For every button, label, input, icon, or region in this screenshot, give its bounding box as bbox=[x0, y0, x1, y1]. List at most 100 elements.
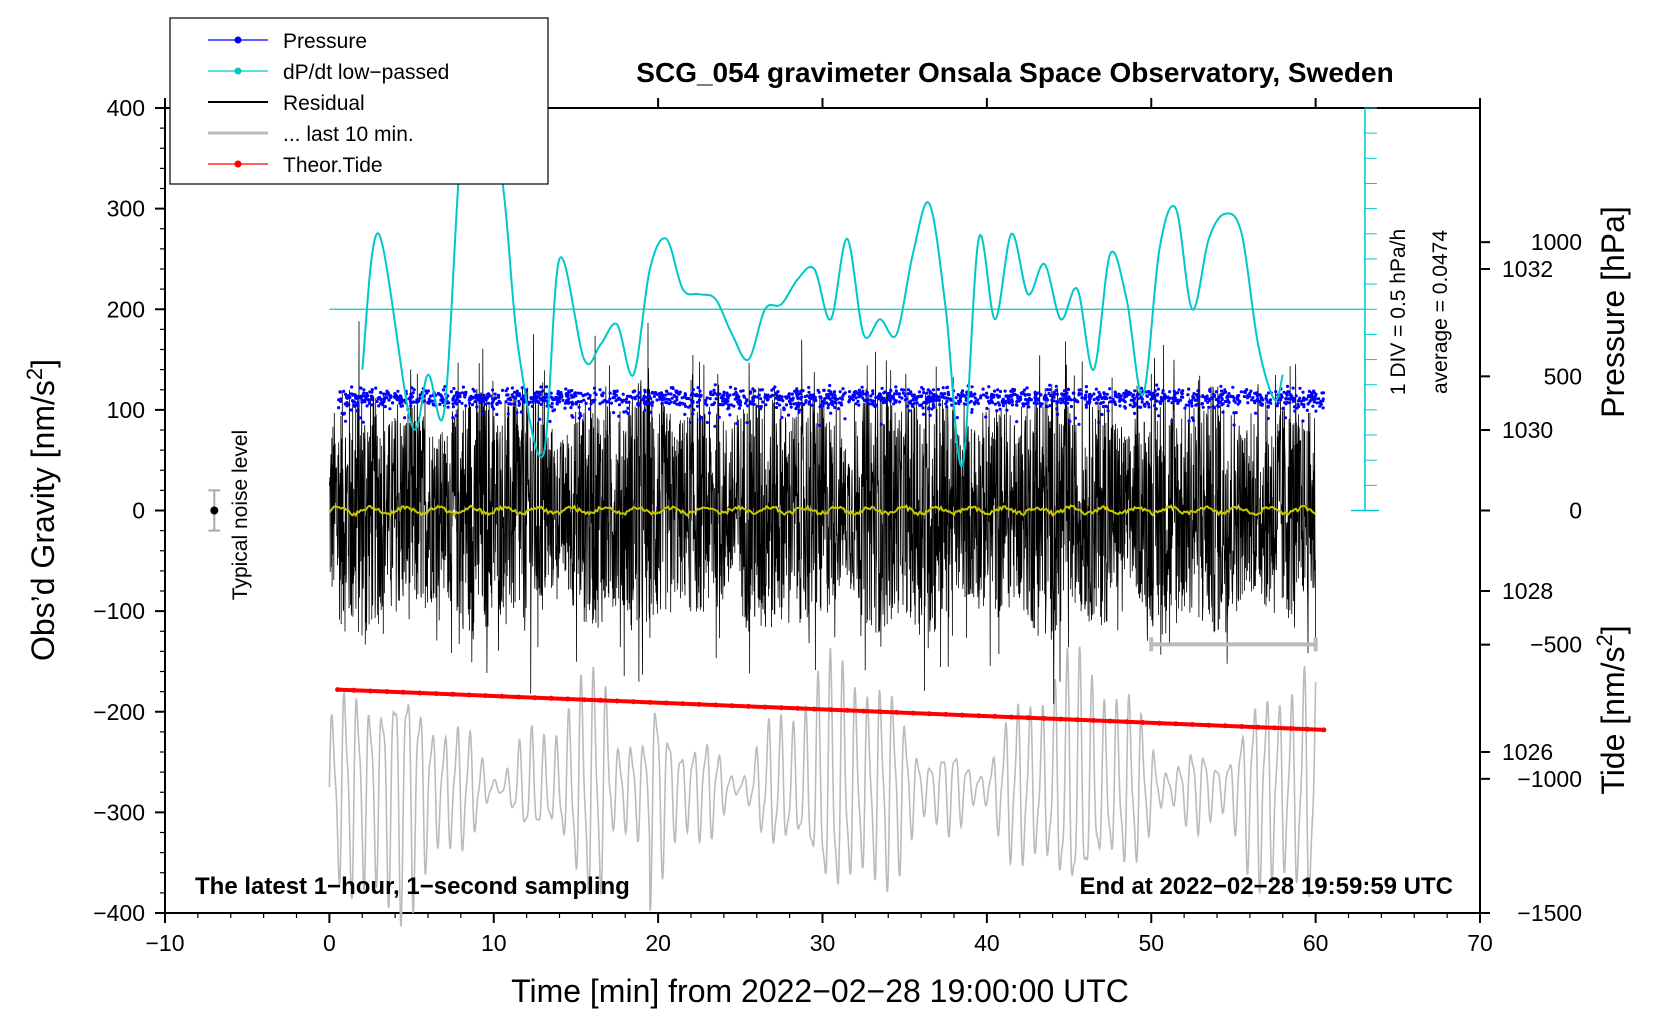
pressure-point bbox=[976, 401, 981, 406]
pressure-point bbox=[853, 393, 857, 397]
pressure-point bbox=[705, 403, 709, 407]
pressure-point bbox=[911, 404, 915, 408]
pressure-point bbox=[1067, 395, 1071, 399]
pressure-point bbox=[365, 404, 369, 408]
pressure-point bbox=[363, 400, 367, 404]
y-left-tick-label: 300 bbox=[107, 196, 145, 222]
pressure-point bbox=[481, 399, 485, 404]
pressure-point bbox=[985, 391, 989, 395]
pressure-point bbox=[464, 404, 468, 408]
pressure-point bbox=[751, 399, 756, 403]
pressure-point bbox=[1221, 402, 1225, 406]
tide-point bbox=[647, 699, 653, 705]
pressure-point bbox=[1227, 400, 1231, 404]
pressure-point bbox=[683, 395, 687, 399]
pressure-point bbox=[778, 403, 782, 407]
pressure-point bbox=[624, 397, 629, 401]
legend-item-tide: Theor.Tide bbox=[208, 154, 383, 177]
pressure-point bbox=[451, 402, 455, 406]
pressure-point bbox=[789, 402, 793, 406]
pressure-point bbox=[370, 398, 374, 402]
pressure-point bbox=[1139, 386, 1144, 390]
y-tide-axis-label: Tide [nm/s2] bbox=[1592, 625, 1631, 794]
pressure-point bbox=[867, 402, 871, 406]
pressure-point bbox=[1144, 390, 1148, 394]
pressure-point bbox=[1274, 390, 1278, 394]
pressure-point bbox=[691, 388, 696, 392]
y-tide-tick-label: −1000 bbox=[1517, 766, 1582, 792]
pressure-point bbox=[1022, 404, 1026, 408]
pressure-point bbox=[1283, 401, 1287, 405]
pressure-point bbox=[645, 402, 649, 407]
tide-point bbox=[1288, 726, 1294, 731]
pressure-point bbox=[1266, 391, 1270, 395]
pressure-point bbox=[1015, 420, 1019, 424]
x-tick-label: 10 bbox=[481, 930, 507, 956]
pressure-point bbox=[1132, 404, 1136, 408]
pressure-point bbox=[712, 401, 717, 405]
pressure-point bbox=[1283, 416, 1288, 420]
pressure-point bbox=[550, 405, 554, 409]
pressure-point bbox=[1056, 400, 1060, 404]
tide-point bbox=[680, 701, 686, 707]
pressure-point bbox=[370, 388, 374, 392]
pressure-point bbox=[612, 411, 616, 415]
pressure-point bbox=[709, 392, 713, 396]
pressure-point bbox=[1176, 391, 1180, 395]
pressure-point bbox=[451, 405, 455, 409]
pressure-point bbox=[737, 406, 742, 410]
pressure-point bbox=[993, 389, 997, 393]
pressure-point bbox=[753, 389, 757, 393]
pressure-point bbox=[493, 392, 497, 396]
pressure-point bbox=[996, 388, 1000, 392]
pressure-point bbox=[838, 396, 842, 400]
pressure-point bbox=[492, 407, 496, 411]
pressure-point bbox=[1190, 399, 1194, 403]
pressure-point bbox=[825, 393, 829, 397]
pressure-point bbox=[921, 406, 925, 410]
pressure-point bbox=[807, 400, 812, 404]
pressure-point bbox=[337, 406, 341, 410]
pressure-point bbox=[486, 401, 491, 405]
pressure-point bbox=[1032, 401, 1036, 405]
pressure-point bbox=[556, 389, 560, 393]
y-tide-tick-label: 1000 bbox=[1531, 229, 1582, 255]
pressure-point bbox=[756, 404, 761, 408]
pressure-point bbox=[1023, 392, 1027, 396]
pressure-point bbox=[538, 417, 542, 421]
pressure-point bbox=[828, 383, 832, 388]
pressure-point bbox=[932, 395, 936, 400]
pressure-point bbox=[532, 396, 536, 400]
pressure-point bbox=[1062, 400, 1066, 404]
pressure-point bbox=[613, 391, 617, 395]
tide-point bbox=[861, 708, 867, 714]
pressure-point bbox=[512, 402, 516, 406]
pressure-point bbox=[1168, 390, 1172, 394]
y-left-tick-label: 100 bbox=[107, 397, 145, 423]
pressure-point bbox=[1210, 396, 1214, 400]
pressure-point bbox=[660, 401, 664, 406]
pressure-point bbox=[409, 393, 413, 397]
pressure-point bbox=[1266, 405, 1270, 409]
x-tick-label: 60 bbox=[1303, 930, 1329, 956]
pressure-point bbox=[399, 395, 403, 399]
pressure-point bbox=[807, 396, 812, 400]
pressure-point bbox=[913, 401, 917, 405]
pressure-point bbox=[990, 399, 994, 403]
pressure-point bbox=[343, 419, 348, 423]
noise-level-label: Typical noise level bbox=[229, 430, 252, 600]
pressure-point bbox=[620, 400, 624, 404]
pressure-point bbox=[382, 392, 386, 396]
pressure-point bbox=[699, 416, 704, 420]
pressure-point bbox=[385, 389, 389, 393]
pressure-point bbox=[1158, 401, 1162, 405]
pressure-point bbox=[973, 396, 977, 400]
pressure-point bbox=[789, 398, 793, 402]
pressure-point bbox=[1177, 388, 1181, 392]
pressure-point bbox=[615, 389, 619, 393]
pressure-point bbox=[903, 394, 907, 398]
pressure-point bbox=[1062, 389, 1066, 393]
pressure-point bbox=[533, 391, 537, 395]
pressure-point bbox=[1170, 401, 1174, 405]
pressure-point bbox=[957, 399, 961, 403]
